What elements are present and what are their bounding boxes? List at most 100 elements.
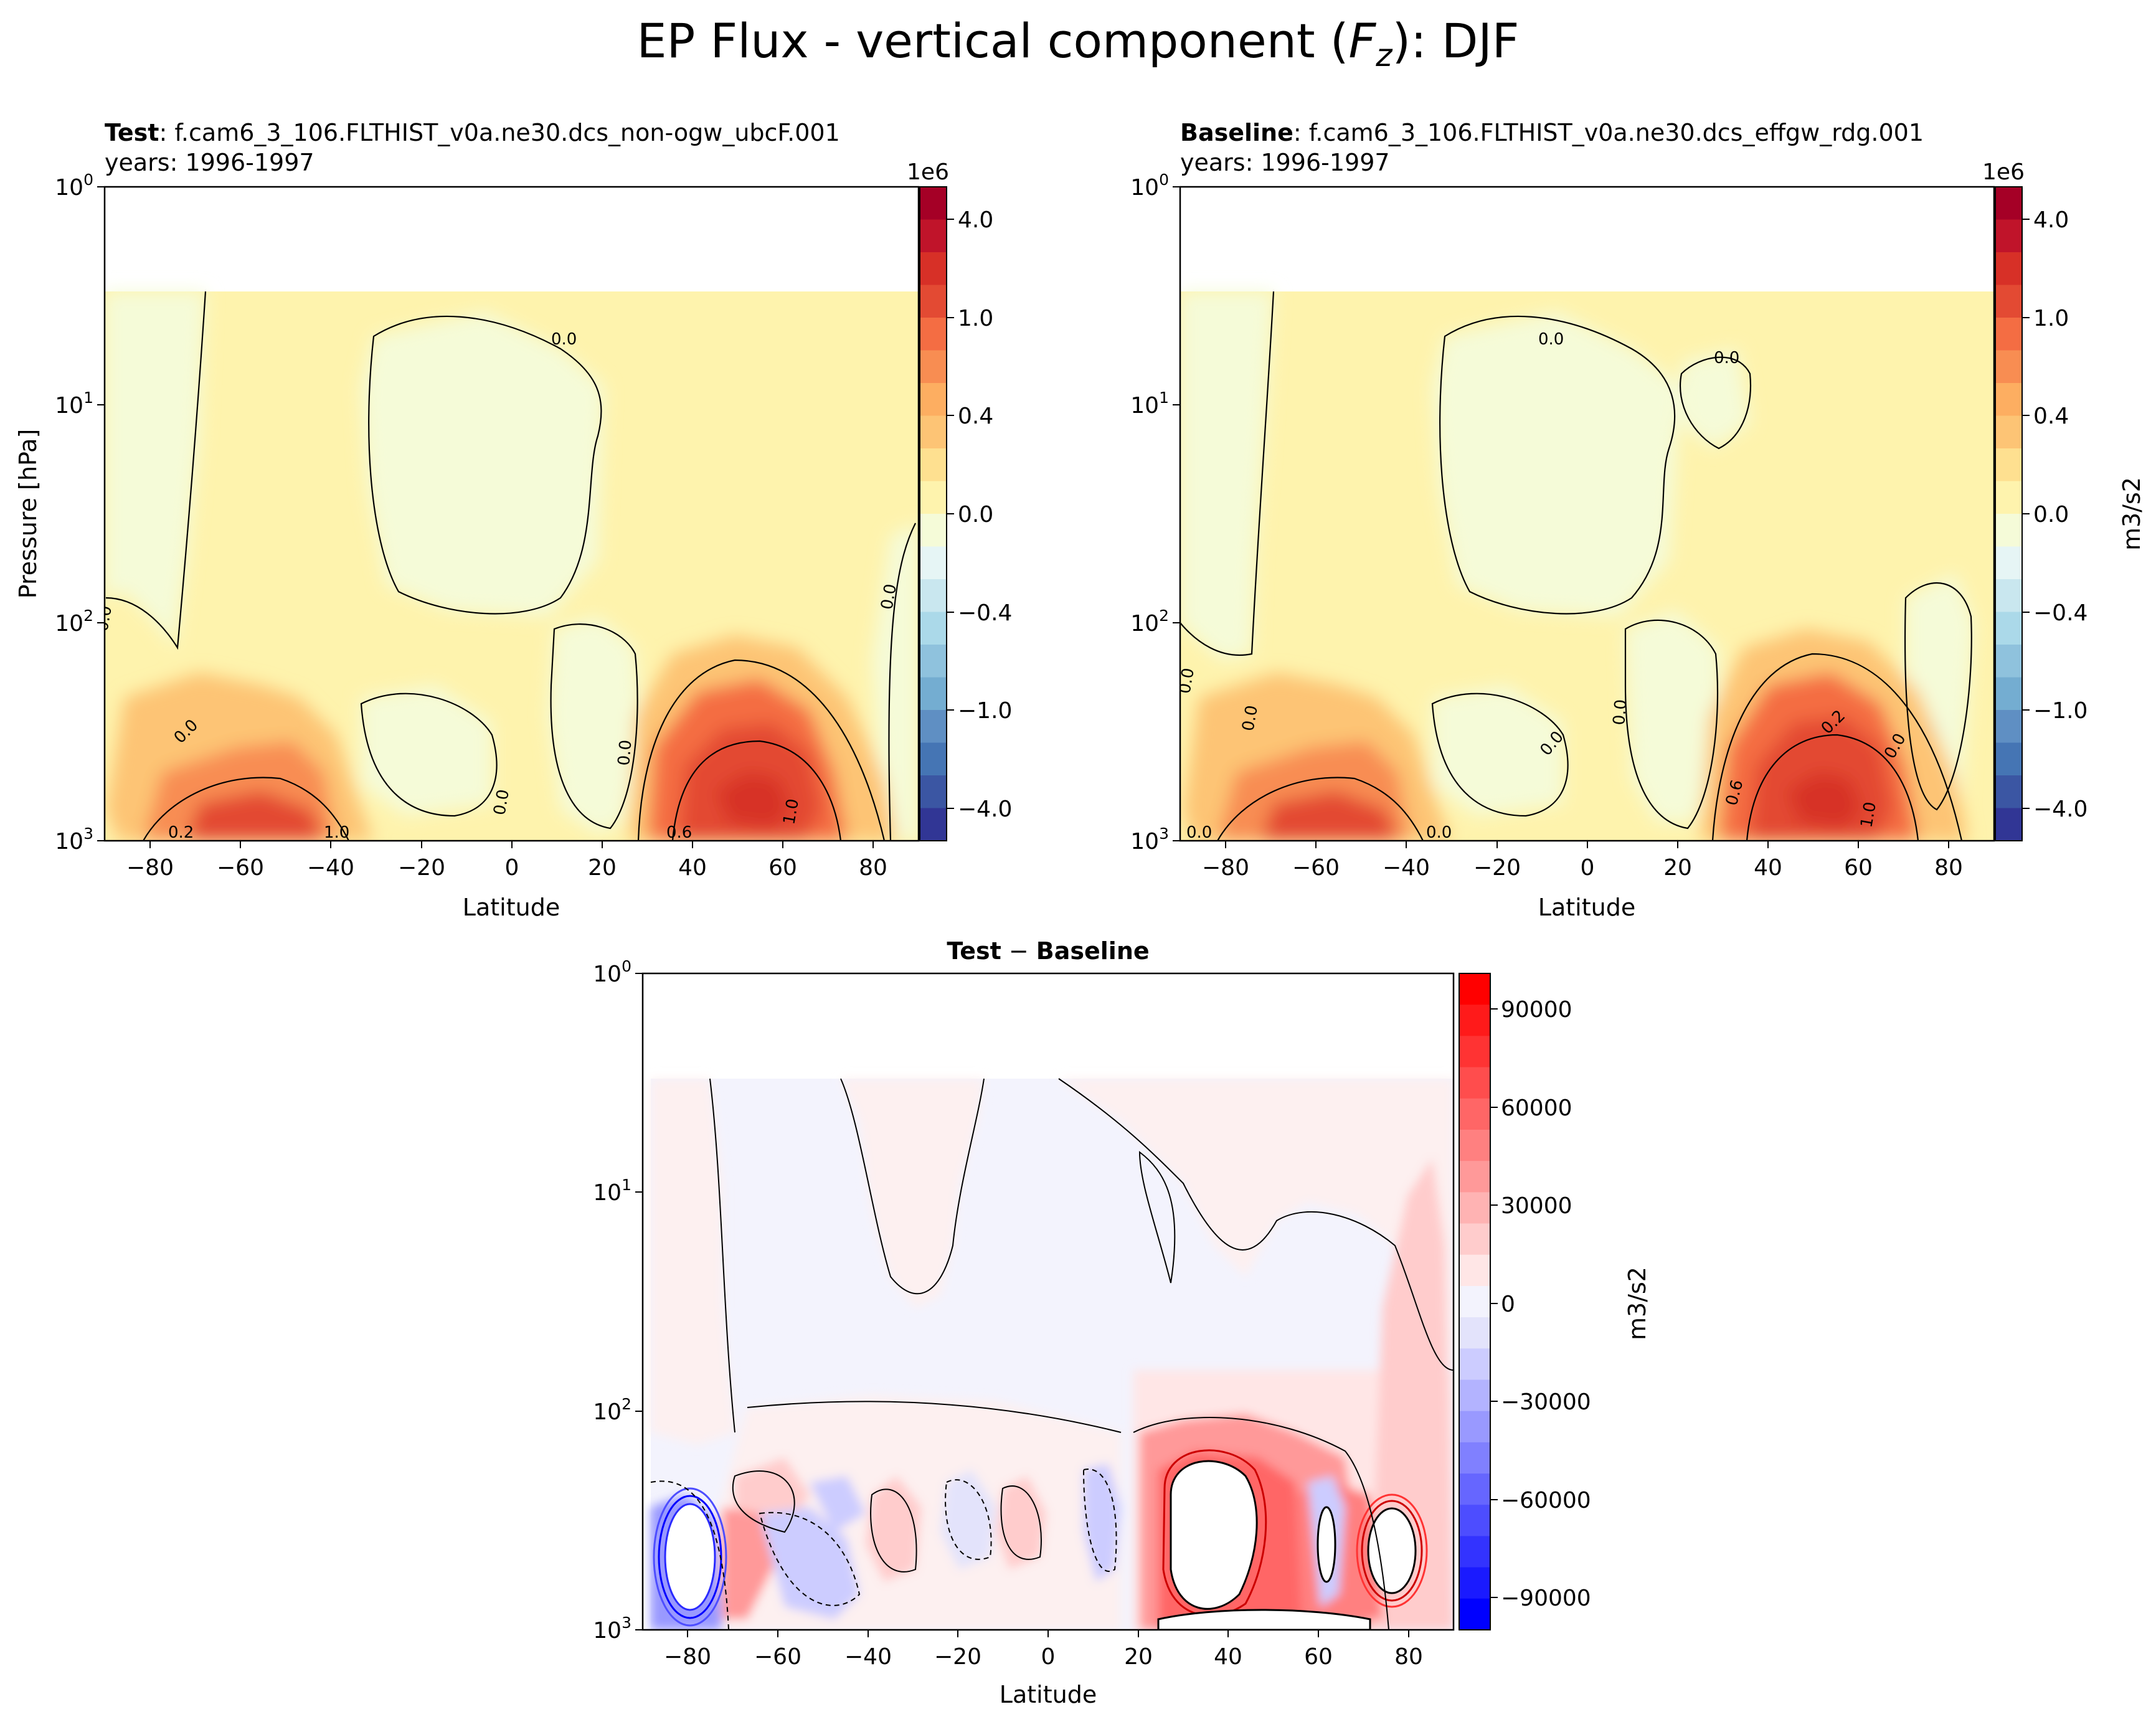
colorbar-cell <box>920 252 947 286</box>
colorbar-tick: 4.0 <box>2033 207 2069 233</box>
colorbar-tick: −0.4 <box>958 600 1012 626</box>
colorbar-cell <box>1459 1567 1490 1599</box>
y-tick-label: 100 <box>1130 171 1169 201</box>
colorbar-cell <box>1459 1161 1490 1193</box>
y-tick-label: 103 <box>55 825 93 854</box>
diff-panel: Test − Baseline <box>593 937 1651 1708</box>
x-tick-label: 80 <box>1394 1644 1423 1670</box>
x-tick-label: 60 <box>1304 1644 1333 1670</box>
colorbar-cell <box>1995 448 2022 482</box>
colorbar-cell <box>1995 612 2022 645</box>
y-tick-label: 101 <box>1130 389 1169 419</box>
colorbar-cell <box>1459 1411 1490 1443</box>
colorbar-cell <box>1995 350 2022 384</box>
colorbar-cell <box>920 481 947 514</box>
colorbar-cell <box>1459 1442 1490 1474</box>
x-tick-label: −80 <box>664 1644 711 1670</box>
x-tick-label: 20 <box>588 855 617 881</box>
x-tick-label: 40 <box>678 855 707 881</box>
colorbar-cell <box>920 645 947 678</box>
x-tick-label: −40 <box>1383 855 1430 881</box>
colorbar-cell <box>920 187 947 220</box>
y-tick-label: 102 <box>1130 607 1169 636</box>
colorbar-unit-label: m3/s2 <box>1624 1267 1651 1340</box>
colorbar-tick: 4.0 <box>958 207 993 233</box>
colorbar-cell <box>1459 1536 1490 1568</box>
colorbar-tick: −60000 <box>1501 1488 1591 1513</box>
x-tick-label: 60 <box>768 855 797 881</box>
colorbar-cell <box>1459 1129 1490 1161</box>
y-tick-label: 101 <box>55 389 93 419</box>
colorbar-cell <box>1995 252 2022 286</box>
x-tick-label: −60 <box>1292 855 1340 881</box>
test-colorbar: 1e6 4.0 1.0 0.4 0.0 −0.4 −1.0 −4.0 <box>907 159 1012 841</box>
x-tick-label: −40 <box>844 1644 892 1670</box>
x-tick-label: 80 <box>859 855 887 881</box>
colorbar-cell <box>1995 187 2022 220</box>
colorbar-tick: −4.0 <box>2033 797 2087 822</box>
colorbar-tick: 0.4 <box>2033 404 2069 429</box>
svg-text:0.6: 0.6 <box>666 823 692 842</box>
colorbar-cell <box>920 808 947 841</box>
colorbar-cell <box>920 677 947 711</box>
x-tick-label: 20 <box>1124 1644 1153 1670</box>
x-tick-label: −80 <box>1202 855 1249 881</box>
colorbar-tick: 1.0 <box>2033 306 2069 331</box>
x-tick-label: −20 <box>1473 855 1521 881</box>
test-y-axis-label: Pressure [hPa] <box>14 429 42 599</box>
baseline-colorbar: 1e6 4.0 1.0 0.4 0.0 −0.4 −1.0 −4.0 m3/s2 <box>1982 159 2145 841</box>
baseline-y-ticks: 100 101 102 103 <box>1130 171 1180 854</box>
test-y-ticks: 100 101 102 103 <box>55 171 105 854</box>
diff-colorbar: 90000 60000 30000 0 −30000 −60000 −90000… <box>1459 973 1651 1630</box>
colorbar-unit-label: m3/s2 <box>2118 477 2145 551</box>
y-tick-label: 100 <box>55 171 93 201</box>
colorbar-cell <box>920 742 947 776</box>
svg-text:0.0: 0.0 <box>1426 823 1452 842</box>
svg-text:0.0: 0.0 <box>1239 704 1262 732</box>
baseline-x-axis-label: Latitude <box>1538 894 1635 921</box>
colorbar-cell <box>920 448 947 482</box>
svg-text:0.2: 0.2 <box>168 823 194 842</box>
diff-y-ticks: 100 101 102 103 <box>593 957 643 1644</box>
test-x-ticks: −80 −60 −40 −20 0 20 40 60 80 <box>126 841 887 881</box>
colorbar-cell <box>1995 677 2022 711</box>
colorbar-cell <box>1459 1254 1490 1287</box>
x-tick-label: −20 <box>934 1644 981 1670</box>
colorbar-cell <box>1995 645 2022 678</box>
x-tick-label: −20 <box>398 855 445 881</box>
svg-text:0.0: 0.0 <box>490 788 513 816</box>
x-tick-label: −60 <box>217 855 264 881</box>
colorbar-tick: 0.4 <box>958 404 993 429</box>
colorbar-tick: −90000 <box>1501 1586 1591 1611</box>
x-tick-label: 0 <box>1581 855 1595 881</box>
colorbar-cell <box>1995 481 2022 514</box>
colorbar-cell <box>1459 1348 1490 1381</box>
svg-text:0.0: 0.0 <box>877 582 901 611</box>
colorbar-cell <box>920 219 947 253</box>
colorbar-tick: 90000 <box>1501 997 1572 1023</box>
colorbar-cell <box>1459 1005 1490 1036</box>
baseline-panel: Baseline: f.cam6_3_106.FLTHIST_v0a.ne30.… <box>1130 119 2145 921</box>
colorbar-cell <box>1459 1317 1490 1349</box>
colorbar-cell <box>1995 579 2022 613</box>
colorbar-cell <box>920 546 947 580</box>
svg-text:0.0: 0.0 <box>1714 349 1739 367</box>
colorbar-cell <box>1459 1474 1490 1505</box>
y-tick-label: 103 <box>1130 825 1169 854</box>
colorbar-tick: 0.0 <box>958 502 993 527</box>
colorbar-cell <box>1995 775 2022 809</box>
test-panel-title: Test: f.cam6_3_106.FLTHIST_v0a.ne30.dcs_… <box>105 119 840 146</box>
x-tick-label: 20 <box>1663 855 1692 881</box>
x-tick-label: 80 <box>1934 855 1963 881</box>
diff-contour-field <box>650 1078 1454 1630</box>
colorbar-cell <box>1995 710 2022 744</box>
y-tick-label: 103 <box>593 1614 631 1644</box>
svg-text:1.0: 1.0 <box>1857 800 1880 829</box>
colorbar-cell <box>1459 973 1490 1005</box>
colorbar-cell <box>1995 514 2022 547</box>
baseline-contour-field: 0.0 0.0 0.0 0.0 0.0 0.0 0.2 0.0 0.6 1.0 … <box>1180 291 1994 842</box>
colorbar-tick: 0.0 <box>2033 502 2069 527</box>
x-tick-label: −60 <box>754 1644 801 1670</box>
y-tick-label: 101 <box>593 1176 631 1206</box>
